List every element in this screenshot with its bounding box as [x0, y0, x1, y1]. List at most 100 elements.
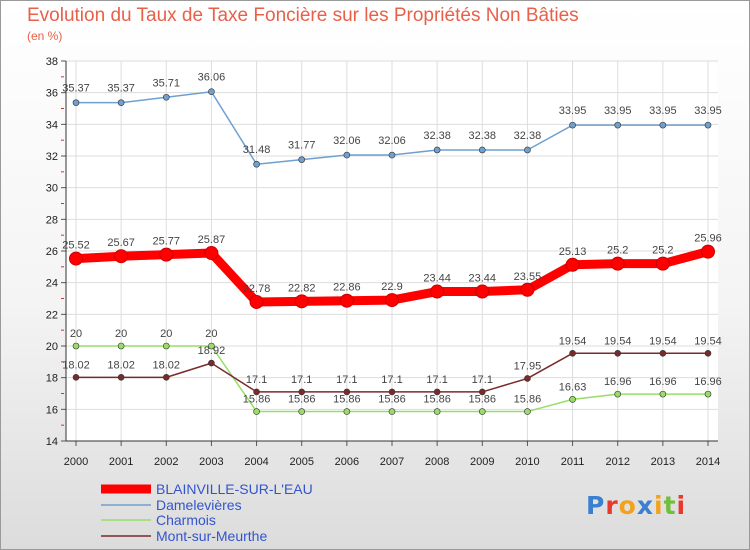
data-label: 16.63: [559, 381, 587, 393]
data-point: [569, 396, 576, 403]
data-point: [294, 294, 309, 309]
y-tick-label: 16: [46, 404, 58, 416]
data-point: [208, 359, 215, 367]
data-point: [114, 249, 129, 264]
data-label: 33.95: [559, 105, 587, 117]
data-point: [343, 388, 351, 396]
data-label: 22.78: [243, 283, 271, 295]
data-label: 33.95: [694, 105, 722, 117]
data-point: [162, 342, 170, 350]
x-tick-label: 2001: [109, 456, 133, 468]
data-point: [72, 374, 80, 381]
data-point: [475, 284, 490, 299]
data-label: 17.1: [291, 374, 312, 386]
data-label: 17.1: [336, 374, 357, 386]
legend: BLAINVILLE-SUR-L'EAUDamelevièresCharmois…: [101, 481, 313, 544]
data-label: 35.71: [153, 77, 181, 89]
x-tick-label: 2005: [289, 456, 313, 468]
data-point: [208, 342, 215, 350]
x-tick-label: 2009: [470, 456, 494, 468]
data-point: [478, 408, 486, 415]
data-point: [478, 146, 486, 154]
data-label: 18.02: [153, 359, 181, 371]
data-label: 17.1: [472, 374, 493, 386]
data-point: [659, 390, 667, 398]
data-label: 19.54: [604, 335, 632, 347]
data-point: [478, 388, 486, 396]
data-point: [343, 151, 351, 159]
y-tick-label: 38: [46, 56, 58, 68]
data-point: [69, 251, 83, 266]
data-point: [162, 374, 170, 381]
x-tick-label: 2014: [696, 456, 720, 468]
data-label: 25.67: [107, 237, 135, 249]
logo-letter: o: [618, 491, 637, 520]
data-label: 16.96: [694, 376, 722, 388]
data-label: 25.13: [559, 246, 587, 258]
data-point: [433, 146, 441, 154]
chart-subtitle: (en %): [27, 29, 63, 43]
x-tick-label: 2006: [335, 456, 359, 468]
x-tick-label: 2003: [199, 456, 223, 468]
data-label: 22.82: [288, 282, 316, 294]
y-tick-label: 28: [46, 214, 58, 226]
logo-letter: i: [654, 491, 664, 520]
data-label: 15.86: [243, 394, 271, 406]
data-point: [704, 390, 712, 398]
data-point: [162, 93, 170, 101]
data-label: 18.02: [62, 359, 90, 371]
data-label: 18.92: [198, 345, 226, 357]
data-point: [610, 256, 625, 271]
legend-label: Damelevières: [156, 497, 242, 513]
data-label: 25.2: [607, 245, 628, 257]
data-label: 32.38: [514, 130, 542, 142]
data-point: [655, 256, 670, 271]
data-point: [569, 349, 576, 357]
data-point: [524, 146, 531, 154]
data-point: [253, 160, 260, 168]
data-label: 32.06: [333, 135, 361, 147]
data-point: [569, 121, 576, 129]
data-label: 33.95: [604, 105, 632, 117]
legend-label: Mont-sur-Meurthe: [156, 528, 267, 544]
data-label: 22.9: [381, 281, 402, 293]
x-tick-label: 2010: [515, 456, 539, 468]
data-label: 23.44: [423, 273, 451, 285]
y-tick-label: 36: [46, 88, 58, 100]
chart-title: Evolution du Taux de Taxe Foncière sur l…: [27, 5, 579, 26]
data-label: 35.37: [107, 83, 135, 95]
data-point: [433, 408, 441, 415]
data-label: 25.96: [694, 233, 722, 245]
data-point: [430, 284, 445, 299]
proxiti-logo: Proxiti: [586, 491, 686, 520]
y-tick-label: 32: [46, 151, 58, 163]
data-label: 32.06: [378, 135, 406, 147]
data-label: 15.86: [514, 394, 542, 406]
x-tick-label: 2002: [154, 456, 178, 468]
data-label: 16.96: [604, 376, 632, 388]
data-label: 20: [160, 328, 172, 340]
data-label: 35.37: [62, 83, 90, 95]
data-point: [565, 257, 580, 272]
data-label: 17.95: [514, 360, 542, 372]
data-label: 25.87: [198, 234, 226, 246]
data-point: [253, 408, 260, 415]
y-tick-label: 34: [46, 119, 58, 131]
data-point: [298, 408, 306, 415]
data-point: [614, 390, 622, 398]
data-point: [339, 293, 354, 308]
data-point: [614, 349, 622, 357]
x-tick-label: 2013: [651, 456, 675, 468]
data-point: [659, 349, 667, 357]
data-point: [659, 121, 667, 129]
x-tick-label: 2012: [605, 456, 629, 468]
data-label: 33.95: [649, 105, 677, 117]
data-label: 31.48: [243, 144, 271, 156]
data-point: [524, 408, 531, 415]
data-point: [298, 388, 306, 396]
data-point: [524, 375, 531, 382]
x-tick-label: 2004: [244, 456, 268, 468]
legend-label: BLAINVILLE-SUR-L'EAU: [156, 481, 313, 497]
